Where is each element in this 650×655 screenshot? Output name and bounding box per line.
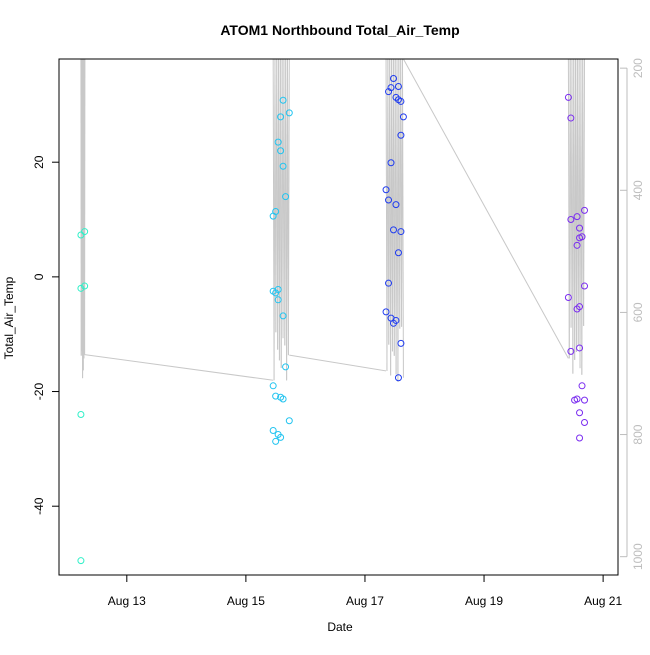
y2-tick-label: 200 [631,58,645,78]
x-tick-label: Aug 19 [465,594,503,608]
y-tick-label: 0 [32,273,46,280]
x-tick-label: Aug 15 [227,594,265,608]
y-tick-label: -40 [32,497,46,515]
y2-tick-label: 1000 [631,543,645,570]
y2-tick-label: 600 [631,302,645,322]
y-tick-label: 20 [32,155,46,169]
chart-title: ATOM1 Northbound Total_Air_Temp [220,22,459,38]
x-tick-label: Aug 13 [108,594,146,608]
x-tick-label: Aug 17 [346,594,384,608]
y2-tick-label: 400 [631,180,645,200]
y2-tick-label: 800 [631,424,645,444]
x-axis-label: Date [327,620,353,634]
y-axis-label: Total_Air_Temp [2,276,16,359]
x-tick-label: Aug 21 [584,594,622,608]
y-tick-label: -20 [32,383,46,401]
